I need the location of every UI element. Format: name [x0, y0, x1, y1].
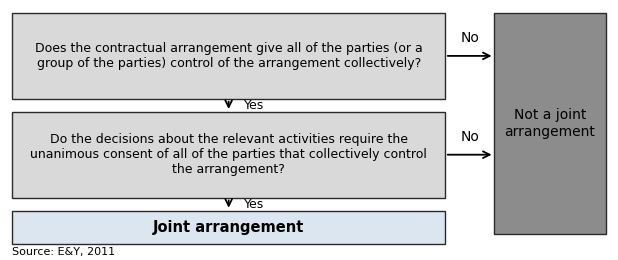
Text: Source: E&Y, 2011: Source: E&Y, 2011: [12, 248, 116, 257]
Text: Yes: Yes: [244, 99, 265, 112]
FancyBboxPatch shape: [12, 112, 445, 198]
Text: Yes: Yes: [244, 198, 265, 211]
Text: No: No: [460, 31, 479, 46]
Text: Do the decisions about the relevant activities require the
unanimous consent of : Do the decisions about the relevant acti…: [30, 133, 427, 176]
Text: Not a joint
arrangement: Not a joint arrangement: [504, 108, 596, 139]
FancyBboxPatch shape: [12, 13, 445, 99]
FancyBboxPatch shape: [494, 13, 606, 234]
Text: No: No: [460, 130, 479, 144]
FancyBboxPatch shape: [12, 211, 445, 244]
Text: Does the contractual arrangement give all of the parties (or a
group of the part: Does the contractual arrangement give al…: [35, 42, 423, 70]
Text: Joint arrangement: Joint arrangement: [153, 220, 304, 235]
